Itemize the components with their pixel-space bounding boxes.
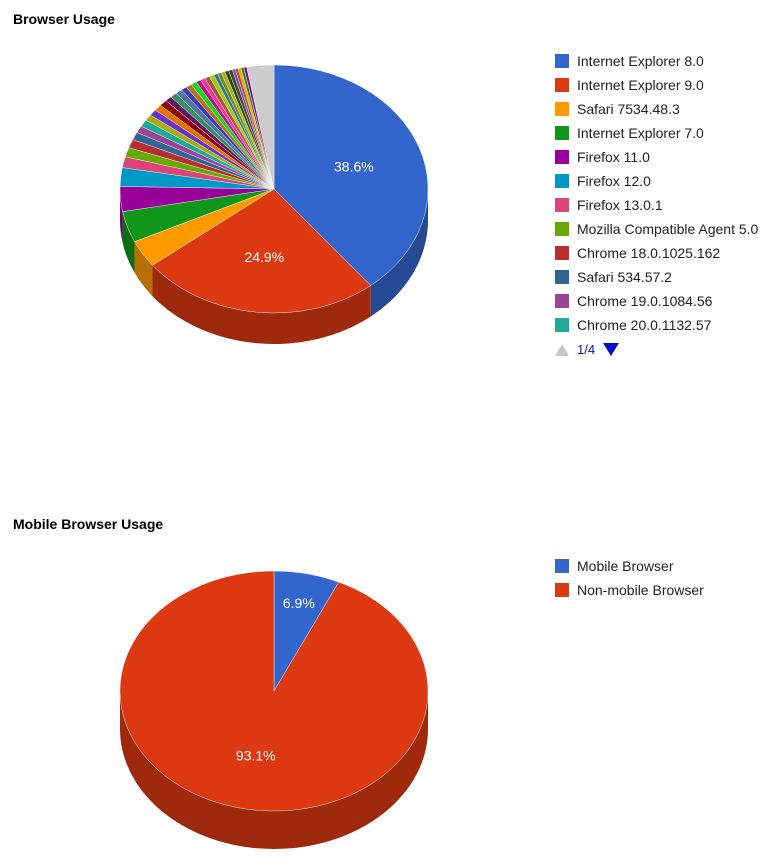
legend-entry-5[interactable]: Firefox 12.0: [555, 169, 758, 193]
pie-slice-1[interactable]: [119, 570, 429, 812]
legend-swatch: [555, 559, 569, 573]
pager-page-indicator: 1/4: [577, 342, 596, 357]
pie-slice-side-3: [122, 211, 135, 273]
legend-swatch: [555, 246, 569, 260]
legend-entry-1[interactable]: Internet Explorer 9.0: [555, 73, 758, 97]
pie-slice-36[interactable]: [246, 64, 275, 190]
slice-data-label-0: 38.6%: [334, 158, 374, 174]
legend-label: Chrome 19.0.1084.56: [577, 293, 713, 309]
pie-slices: [119, 570, 429, 812]
legend-swatch: [555, 54, 569, 68]
legend-entry-1[interactable]: Non-mobile Browser: [555, 578, 704, 602]
legend-label: Internet Explorer 7.0: [577, 125, 704, 141]
legend-entry-6[interactable]: Firefox 13.0.1: [555, 193, 758, 217]
pager-next-arrow-icon[interactable]: [603, 343, 620, 356]
legend-label: Safari 7534.48.3: [577, 101, 680, 117]
chart-title: Browser Usage: [13, 11, 115, 27]
chart-title: Mobile Browser Usage: [13, 516, 164, 532]
browser-usage-legend: Internet Explorer 8.0 Internet Explorer 9…: [555, 49, 758, 337]
legend-label: Firefox 13.0.1: [577, 197, 663, 213]
legend-swatch: [555, 318, 569, 332]
slice-data-label-1: 93.1%: [236, 747, 276, 763]
legend-swatch: [555, 583, 569, 597]
pie-sides: [120, 189, 428, 344]
legend-entry-9[interactable]: Safari 534.57.2: [555, 265, 758, 289]
legend-label: Mobile Browser: [577, 558, 674, 574]
browser-usage-chart: 38.6% 24.9% Browser Usage Internet Explor…: [0, 0, 775, 420]
legend-entry-11[interactable]: Chrome 20.0.1132.57: [555, 313, 758, 337]
legend-label: Internet Explorer 9.0: [577, 77, 704, 93]
pie-slice-side-0: [370, 189, 428, 317]
legend-label: Firefox 12.0: [577, 173, 651, 189]
mobile-browser-usage-pie[interactable]: 6.9% 93.1%: [0, 505, 775, 863]
legend-entry-2[interactable]: Safari 7534.48.3: [555, 97, 758, 121]
pie-slice-1[interactable]: [152, 188, 372, 314]
legend-entry-4[interactable]: Firefox 11.0: [555, 145, 758, 169]
legend-swatch: [555, 102, 569, 116]
legend-swatch: [555, 174, 569, 188]
legend-entry-0[interactable]: Mobile Browser: [555, 554, 704, 578]
legend-swatch: [555, 270, 569, 284]
browser-usage-pie[interactable]: 38.6% 24.9%: [0, 0, 775, 420]
pie-sides: [120, 691, 428, 849]
legend-label: Firefox 11.0: [577, 149, 650, 165]
legend-entry-8[interactable]: Chrome 18.0.1025.162: [555, 241, 758, 265]
legend-entry-0[interactable]: Internet Explorer 8.0: [555, 49, 758, 73]
legend-label: Chrome 18.0.1025.162: [577, 245, 721, 261]
pie-slice-0[interactable]: [273, 64, 429, 286]
legend-label: Safari 534.57.2: [577, 269, 672, 285]
legend-swatch: [555, 198, 569, 212]
legend-swatch: [555, 222, 569, 236]
legend-entry-10[interactable]: Chrome 19.0.1084.56: [555, 289, 758, 313]
pager-prev-arrow-icon: [555, 343, 569, 356]
legend-entry-7[interactable]: Mozilla Compatible Agent 5.0: [555, 217, 758, 241]
pie-slice-side-4: [120, 189, 123, 243]
pie-slice-side-1: [120, 691, 428, 849]
legend-entry-3[interactable]: Internet Explorer 7.0: [555, 121, 758, 145]
legend-swatch: [555, 294, 569, 308]
pie-slice-side-2: [134, 241, 153, 297]
legend-pager: 1/4: [555, 342, 620, 357]
legend-swatch: [555, 150, 569, 164]
mobile-browser-usage-legend: Mobile Browser Non-mobile Browser: [555, 554, 704, 602]
slice-data-label-1: 24.9%: [244, 249, 284, 265]
legend-label: Internet Explorer 8.0: [577, 53, 704, 69]
slice-data-label-0: 6.9%: [283, 595, 315, 611]
legend-swatch: [555, 78, 569, 92]
pie-slice-side-1: [152, 265, 371, 344]
legend-swatch: [555, 126, 569, 140]
legend-label: Non-mobile Browser: [577, 582, 704, 598]
pie-slices: [119, 64, 429, 314]
legend-label: Mozilla Compatible Agent 5.0: [577, 221, 759, 237]
legend-label: Chrome 20.0.1132.57: [577, 317, 712, 333]
mobile-browser-usage-chart: 6.9% 93.1% Mobile Browser Usage Mobile Br…: [0, 505, 775, 863]
